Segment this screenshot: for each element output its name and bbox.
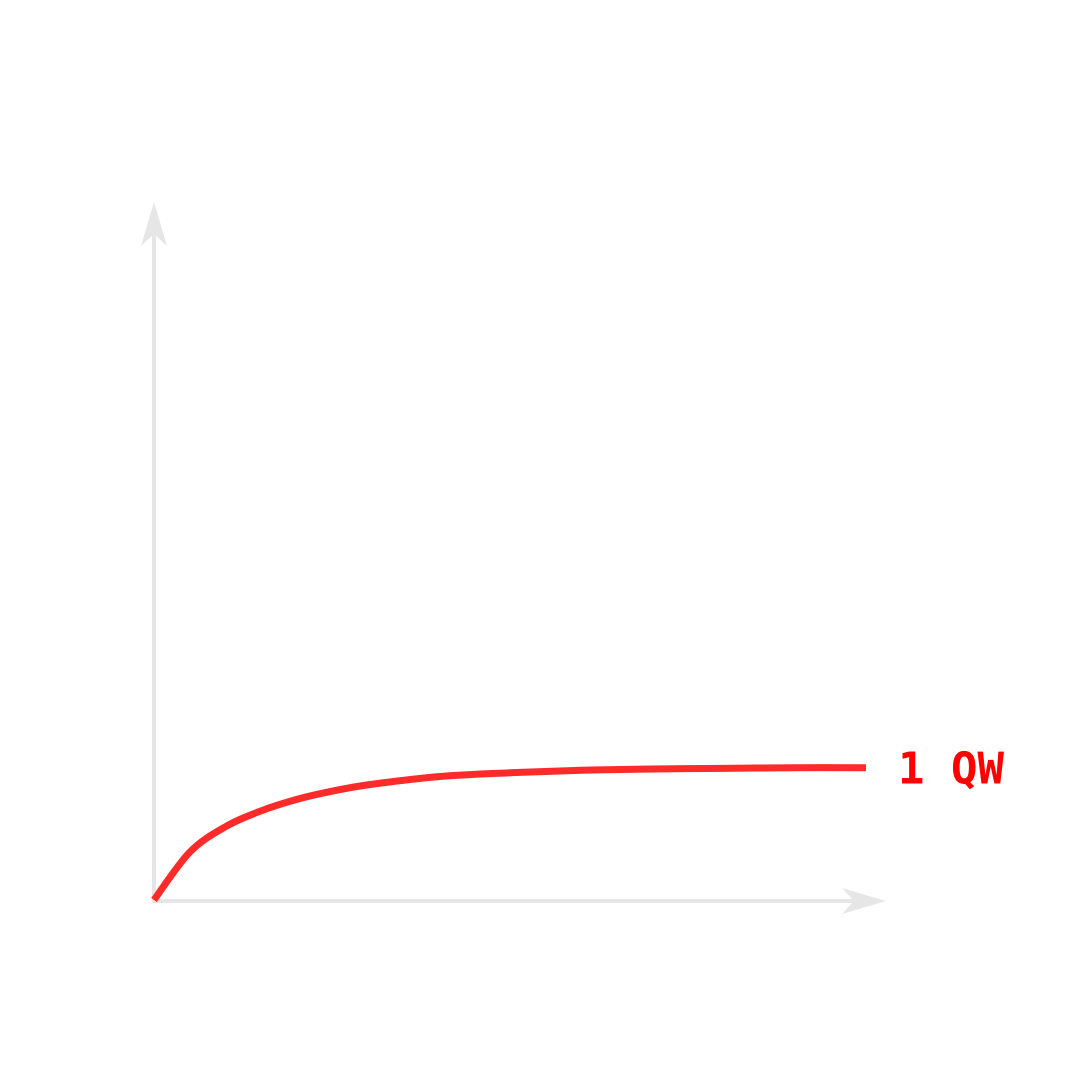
series-label-0: 1 QW xyxy=(898,744,1004,795)
series-line-0 xyxy=(151,764,867,903)
y-axis-arrowhead xyxy=(141,202,167,246)
series-layer: 1 QW xyxy=(151,744,1004,903)
axes xyxy=(141,202,886,914)
x-axis-arrowhead xyxy=(842,888,886,914)
